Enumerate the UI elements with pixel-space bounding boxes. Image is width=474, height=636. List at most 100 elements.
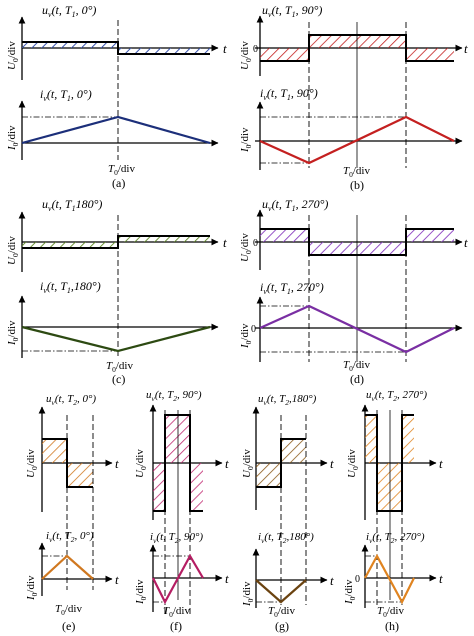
panel-e-t-axis-label: T0/div	[55, 603, 82, 617]
panel-c-u-neg-block	[22, 242, 118, 248]
panel-d-zero-tick: 0	[253, 238, 258, 249]
panel-f-i-label: iv(t, T2, 90°)	[150, 531, 203, 545]
panel-d-u-label: uv(t, T1, 270°)	[262, 197, 328, 213]
panel-e-u-label: uv(t, T2, 0°)	[46, 393, 96, 407]
panel-h-i-label: iv(t, T2, 270°)	[366, 531, 425, 545]
panel-a-u-axis-label: U0/div	[6, 41, 20, 70]
panel-g-i-label: iv(t, T2,180°)	[258, 531, 314, 545]
panel-b-u-neg-block-1	[260, 48, 309, 61]
panel-h-i-zero-tick: 0	[355, 574, 360, 585]
panel-a-t-symbol: t	[223, 41, 227, 56]
panel-f-u-neg-block-1	[153, 463, 165, 511]
panel-c-i-label: iv(t, T1,180°)	[40, 279, 101, 295]
panel-h-u-label: uv(t, T2, 270°)	[366, 389, 427, 403]
panel-b-u-axis-label: U0/div	[239, 41, 253, 70]
panel-f-u-wave	[153, 414, 203, 512]
panel-e-u-neg-block	[67, 463, 93, 487]
panel-c-i-wave	[21, 325, 211, 353]
panel-b-i-wave	[259, 115, 455, 165]
panel-f-t-symbol: t	[225, 456, 229, 471]
panel-b: uv(t, T1, 90°) U0/div t 0 iv(t, T1, 90°)…	[239, 3, 468, 192]
panel-g-i-axis-label: I0/div	[241, 581, 255, 607]
panel-f-u-axis-label: U0/div	[134, 449, 148, 478]
panel-h-u-axis-label: U0/div	[346, 449, 360, 478]
panel-h-i-axis-label: I0/div	[343, 579, 357, 605]
panel-b-i-axis-label: I0/div	[239, 127, 253, 153]
panel-c-tag: (c)	[112, 372, 125, 386]
panel-e-tag: (e)	[62, 619, 75, 633]
panel-b-tag: (b)	[350, 178, 364, 192]
panel-c: uv(t, T1180°) U0/div t iv(t, T1,180°) I0…	[6, 197, 227, 386]
panel-g-i-wave	[255, 579, 307, 604]
panel-d-u-wave	[260, 228, 454, 256]
panel-h-tag: (h)	[385, 619, 399, 633]
panel-g-u-pos-block	[281, 439, 306, 463]
panel-b-i-label: iv(t, T1, 90°)	[260, 86, 318, 102]
panel-a: uv(t, T1, 0°) U0/div t iv(t, T1, 0°) I0/…	[6, 3, 227, 190]
panel-e-i-wave	[41, 554, 94, 580]
panel-d-u-pos-block-1	[260, 229, 309, 242]
panel-d-u-pos-block-2	[406, 229, 454, 242]
panel-a-t-axis-label: T0/div	[108, 163, 135, 177]
panel-f-i-wave	[152, 553, 204, 605]
panel-f: uv(t, T2, 90°) U0/div t iv(t, T2, 90°) I…	[134, 389, 229, 633]
panel-b-u-label: uv(t, T1, 90°)	[262, 3, 322, 19]
panel-e-i-label: iv(t, T2, 0°)	[46, 530, 94, 544]
panel-d-i-zero-tick: 0	[251, 324, 256, 335]
panel-c-u-pos-block	[118, 236, 210, 242]
panel-b-u-neg-block-2	[406, 48, 454, 61]
panel-c-i-axis-label: I0/div	[6, 320, 20, 346]
panel-a-u-label: uv(t, T1, 0°)	[42, 3, 96, 19]
panel-f-u-pos-block	[165, 415, 190, 463]
panel-g-t-symbol: t	[330, 456, 334, 471]
panel-e-i-t-symbol: t	[115, 572, 119, 587]
panel-a-i-axis-label: I0/div	[6, 125, 20, 151]
panel-a-tag: (a)	[112, 176, 125, 190]
panel-f-u-label: uv(t, T2, 90°)	[146, 389, 202, 403]
panel-a-i-wave	[21, 115, 211, 145]
panel-b-t-axis-label: T0/div	[343, 165, 370, 179]
panel-g-u-neg-block	[256, 463, 281, 487]
panel-f-t-axis-label: T0/div	[163, 605, 190, 619]
panel-d-t-symbol: t	[464, 235, 468, 250]
panel-d-u-axis-label: U0/div	[239, 233, 253, 262]
panel-e: uv(t, T2, 0°) U0/div t iv(t, T2, 0°) I0/…	[25, 393, 119, 633]
panel-h-u-pos-block-1	[365, 415, 377, 463]
panel-g-t-axis-label: T0/div	[268, 605, 295, 619]
panel-d-u-neg-block	[309, 242, 406, 255]
panel-b-t-symbol: t	[464, 41, 468, 56]
panel-b-u-wave	[260, 34, 454, 62]
panel-a-i-label: iv(t, T1, 0°)	[40, 87, 92, 103]
panel-b-u-pos-block	[309, 35, 406, 48]
panel-d-i-axis-label: I0/div	[239, 323, 253, 349]
panel-a-u-pos-block	[22, 42, 118, 48]
panel-h-u-wave	[365, 414, 414, 512]
panel-f-i-t-symbol: t	[225, 571, 229, 586]
panel-a-u-neg-block	[118, 48, 210, 54]
panel-c-u-label: uv(t, T1180°)	[42, 197, 102, 213]
panel-e-u-axis-label: U0/div	[25, 449, 39, 478]
panel-h-u-neg-block	[377, 463, 402, 511]
panel-c-t-symbol: t	[223, 235, 227, 250]
panel-h: uv(t, T2, 270°) U0/div t iv(t, T2, 270°)…	[343, 389, 443, 633]
panel-d-i-label: iv(t, T1, 270°)	[260, 280, 324, 296]
panel-g-tag: (g)	[275, 619, 289, 633]
panel-h-i-wave	[364, 553, 415, 605]
panel-d-t-axis-label: T0/div	[343, 359, 370, 373]
panel-c-t-axis-label: T0/div	[106, 360, 133, 374]
panel-f-i-axis-label: I0/div	[134, 579, 148, 605]
panel-e-t-symbol: t	[115, 456, 119, 471]
panel-g-u-label: uv(t, T2,180°)	[258, 393, 317, 407]
panel-h-t-axis-label: T0/div	[377, 605, 404, 619]
panel-h-i-t-symbol: t	[439, 571, 443, 586]
panel-c-u-axis-label: U0/div	[6, 236, 20, 265]
panel-e-u-pos-block	[42, 439, 67, 463]
panel-h-u-pos-block-2	[402, 415, 414, 463]
panel-b-zero-tick: 0	[253, 44, 258, 55]
panel-e-i-axis-label: I0/div	[25, 575, 39, 601]
panel-d-tag: (d)	[350, 372, 364, 386]
panel-g-i-t-symbol: t	[330, 573, 334, 588]
panel-d-i-wave	[259, 304, 455, 354]
panel-g-u-axis-label: U0/div	[241, 449, 255, 478]
